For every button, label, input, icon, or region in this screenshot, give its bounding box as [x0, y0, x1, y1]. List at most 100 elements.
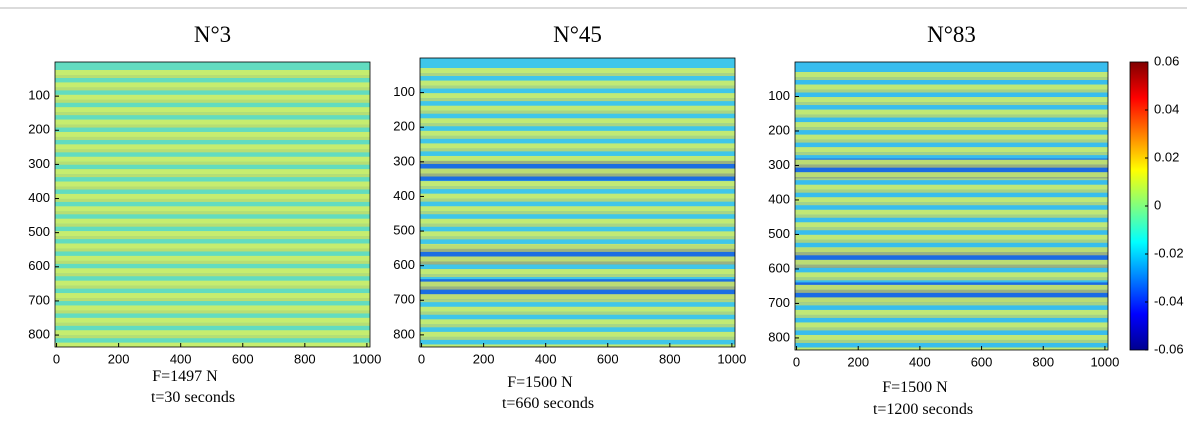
stripe — [420, 168, 735, 174]
y-tick-label: 500 — [28, 224, 50, 239]
stripe — [795, 172, 1108, 178]
stripe — [420, 362, 735, 365]
stripe — [795, 239, 1108, 243]
stripe — [55, 310, 370, 314]
stripe — [420, 118, 735, 124]
x-tick-label: 200 — [847, 354, 869, 369]
stripe — [55, 236, 370, 240]
stripe — [795, 264, 1108, 268]
stripe — [55, 211, 370, 215]
caption: t=660 seconds — [502, 395, 594, 412]
stripe — [55, 119, 370, 125]
stripe — [420, 324, 735, 328]
stripe — [420, 206, 735, 212]
stripe — [420, 269, 735, 275]
y-tick-label: 500 — [768, 226, 790, 241]
stripe — [795, 314, 1108, 318]
stripe — [55, 131, 370, 137]
stripe — [795, 114, 1108, 118]
stripe — [55, 107, 370, 113]
stripe — [795, 102, 1108, 106]
stripe — [795, 202, 1108, 206]
caption: F=1497 N — [152, 368, 218, 385]
colorbar-tick-label: 0.02 — [1154, 149, 1179, 164]
stripe — [420, 357, 735, 362]
y-tick-label: 700 — [28, 292, 50, 307]
caption: F=1500 N — [882, 379, 948, 396]
stripe — [420, 223, 735, 227]
stripe — [420, 80, 735, 86]
x-tick-label: 0 — [793, 354, 800, 369]
colorbar-tick-label: -0.02 — [1154, 245, 1184, 260]
stripe — [420, 85, 735, 89]
stripe — [55, 280, 370, 286]
stripe — [420, 248, 735, 252]
stripe — [420, 93, 735, 99]
stripe — [55, 248, 370, 252]
stripe — [55, 82, 370, 88]
stripe — [55, 181, 370, 187]
stripe — [795, 365, 1108, 368]
stripe — [795, 222, 1108, 228]
x-tick-label: 800 — [294, 351, 316, 366]
stripe — [55, 169, 370, 175]
stripe — [795, 134, 1108, 140]
stripe — [420, 130, 735, 136]
x-tick-label: 1000 — [1090, 354, 1119, 369]
stripe — [795, 234, 1108, 240]
stripe — [795, 322, 1108, 328]
stripe — [55, 298, 370, 302]
caption: F=1500 N — [507, 374, 573, 391]
stripe — [795, 127, 1108, 131]
frame — [54, 61, 371, 348]
stripe — [420, 68, 735, 73]
caption: t=30 seconds — [151, 389, 235, 406]
stripe — [55, 268, 370, 274]
stripe — [795, 247, 1108, 253]
y-tick-label: 100 — [28, 88, 50, 103]
stripe — [420, 73, 735, 76]
image-bg — [55, 62, 370, 347]
x-tick-label: 200 — [473, 351, 495, 366]
x-tick-label: 400 — [535, 351, 557, 366]
image — [55, 62, 370, 347]
stripe — [420, 135, 735, 139]
y-tick-label: 200 — [768, 122, 790, 137]
y-tick-label: 100 — [768, 88, 790, 103]
image-bg — [420, 58, 735, 347]
colorbar-tick-label: 0 — [1154, 197, 1161, 212]
y-tick-label: 700 — [393, 292, 415, 307]
frame — [794, 61, 1109, 351]
stripe — [55, 112, 370, 116]
stripe — [420, 281, 735, 287]
stripe — [420, 299, 735, 303]
colorbar-tick-label: 0.06 — [1154, 53, 1179, 68]
y-tick-label: 600 — [393, 257, 415, 272]
stripe — [420, 160, 735, 164]
stripe — [795, 84, 1108, 90]
stripe — [55, 231, 370, 237]
y-tick-label: 800 — [393, 326, 415, 341]
x-tick-label: 200 — [108, 351, 130, 366]
stripe — [795, 272, 1108, 278]
colorbar-tick-label: 0.04 — [1154, 101, 1179, 116]
stripe — [55, 317, 370, 323]
stripe — [420, 311, 735, 315]
stripe — [420, 336, 735, 340]
stripe — [55, 305, 370, 311]
x-tick-label: 0 — [418, 351, 425, 366]
y-tick-label: 300 — [768, 157, 790, 172]
stripe — [795, 309, 1108, 315]
y-tick-label: 300 — [28, 156, 50, 171]
stripe — [420, 123, 735, 127]
stripe — [420, 286, 735, 290]
y-tick-label: 700 — [768, 295, 790, 310]
stripe — [795, 147, 1108, 153]
stripe — [55, 285, 370, 289]
stripe — [795, 109, 1108, 115]
y-tick-label: 600 — [768, 260, 790, 275]
stripe — [420, 349, 735, 352]
stripe — [420, 193, 735, 199]
stripe — [795, 252, 1108, 256]
stripe — [795, 227, 1108, 231]
